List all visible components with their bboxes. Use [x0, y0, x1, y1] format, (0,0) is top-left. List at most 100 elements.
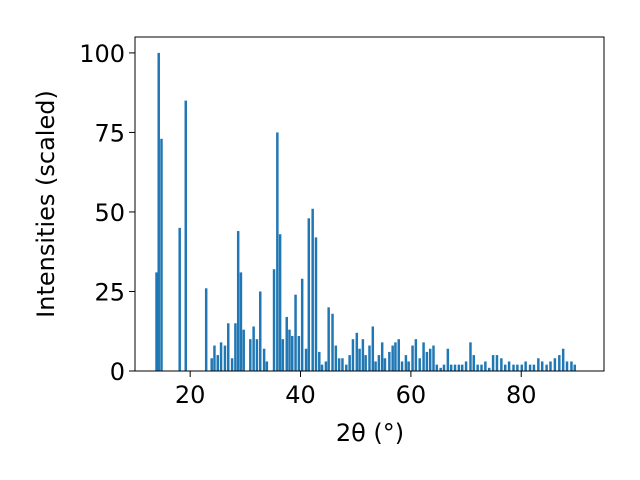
- bar: [540, 361, 544, 371]
- y-axis-label: Intensities (scaled): [32, 90, 60, 318]
- y-tick-label: 100: [79, 40, 125, 68]
- bar: [442, 364, 446, 371]
- bar: [570, 361, 573, 371]
- bar: [435, 364, 439, 371]
- bars-group: [155, 52, 576, 372]
- bar: [484, 361, 487, 371]
- y-tick-label: 75: [94, 119, 125, 147]
- bar: [453, 364, 457, 371]
- bar: [495, 355, 499, 371]
- bar: [213, 345, 216, 371]
- bar: [297, 336, 301, 371]
- bar: [276, 132, 279, 371]
- bar: [418, 358, 421, 371]
- bar: [561, 348, 565, 371]
- x-axis-label: 2θ (°): [336, 419, 404, 447]
- bar: [327, 307, 330, 371]
- bar: [428, 348, 432, 371]
- bar: [460, 364, 464, 371]
- bar: [545, 364, 548, 371]
- bar: [377, 355, 381, 371]
- bar: [432, 345, 435, 371]
- y-axis-ticks: 0 25 50 75 100: [79, 40, 135, 386]
- bar: [307, 218, 311, 371]
- bar: [204, 288, 208, 371]
- bar: [516, 364, 519, 371]
- bar: [236, 231, 240, 371]
- bar: [351, 339, 355, 371]
- bar: [291, 336, 294, 371]
- bar: [300, 278, 304, 371]
- bar: [549, 361, 552, 371]
- bar: [464, 361, 468, 371]
- y-tick-label: 0: [110, 358, 125, 386]
- bar: [422, 342, 425, 371]
- bar: [285, 316, 288, 371]
- y-tick-label: 50: [94, 199, 125, 227]
- bar: [565, 361, 569, 371]
- bar: [425, 351, 429, 371]
- y-tick-label: 25: [94, 278, 125, 306]
- bar: [361, 339, 365, 371]
- bar: [160, 138, 163, 371]
- x-axis-ticks: 20 40 60 80: [175, 371, 537, 409]
- bar: [242, 329, 245, 371]
- bar: [446, 348, 450, 371]
- bar: [532, 364, 536, 371]
- bar: [524, 361, 527, 371]
- bar: [397, 339, 400, 371]
- bar: [272, 269, 276, 371]
- x-tick-label: 40: [285, 381, 316, 409]
- bar: [383, 358, 387, 371]
- bar: [394, 342, 397, 371]
- bar: [368, 345, 371, 371]
- bar: [573, 364, 576, 371]
- bar: [227, 323, 230, 371]
- bar: [249, 339, 252, 371]
- bar: [457, 364, 461, 371]
- bar: [265, 361, 269, 371]
- bar: [223, 345, 227, 371]
- bar: [341, 358, 344, 371]
- bar: [311, 208, 314, 371]
- bar: [507, 361, 511, 371]
- bar: [337, 358, 341, 371]
- bar: [380, 342, 384, 371]
- bar: [374, 361, 377, 371]
- bar: [294, 294, 297, 371]
- bar: [157, 52, 160, 372]
- bar: [278, 234, 282, 371]
- bar: [210, 358, 213, 371]
- bar: [528, 364, 532, 371]
- bar: [388, 351, 391, 371]
- bar: [318, 351, 321, 371]
- bar: [288, 329, 291, 371]
- bar: [184, 100, 187, 372]
- plot-frame: [134, 36, 605, 372]
- bar: [476, 364, 479, 371]
- bar: [449, 364, 453, 371]
- bar: [348, 355, 351, 371]
- bar: [400, 361, 404, 371]
- bar: [358, 348, 361, 371]
- bar: [314, 237, 318, 371]
- x-tick-label: 80: [506, 381, 537, 409]
- bar: [345, 364, 348, 371]
- bar: [219, 342, 223, 371]
- bar: [155, 272, 158, 371]
- bar: [469, 342, 472, 371]
- bar: [537, 358, 540, 371]
- bar: [520, 364, 524, 371]
- bar: [281, 339, 285, 371]
- bar: [480, 364, 483, 371]
- bar: [512, 364, 515, 371]
- bar: [364, 355, 367, 371]
- bar: [414, 339, 418, 371]
- bar: [234, 323, 237, 371]
- bar: [391, 345, 394, 371]
- bar: [304, 348, 308, 371]
- bar: [404, 355, 408, 371]
- bar: [487, 367, 491, 371]
